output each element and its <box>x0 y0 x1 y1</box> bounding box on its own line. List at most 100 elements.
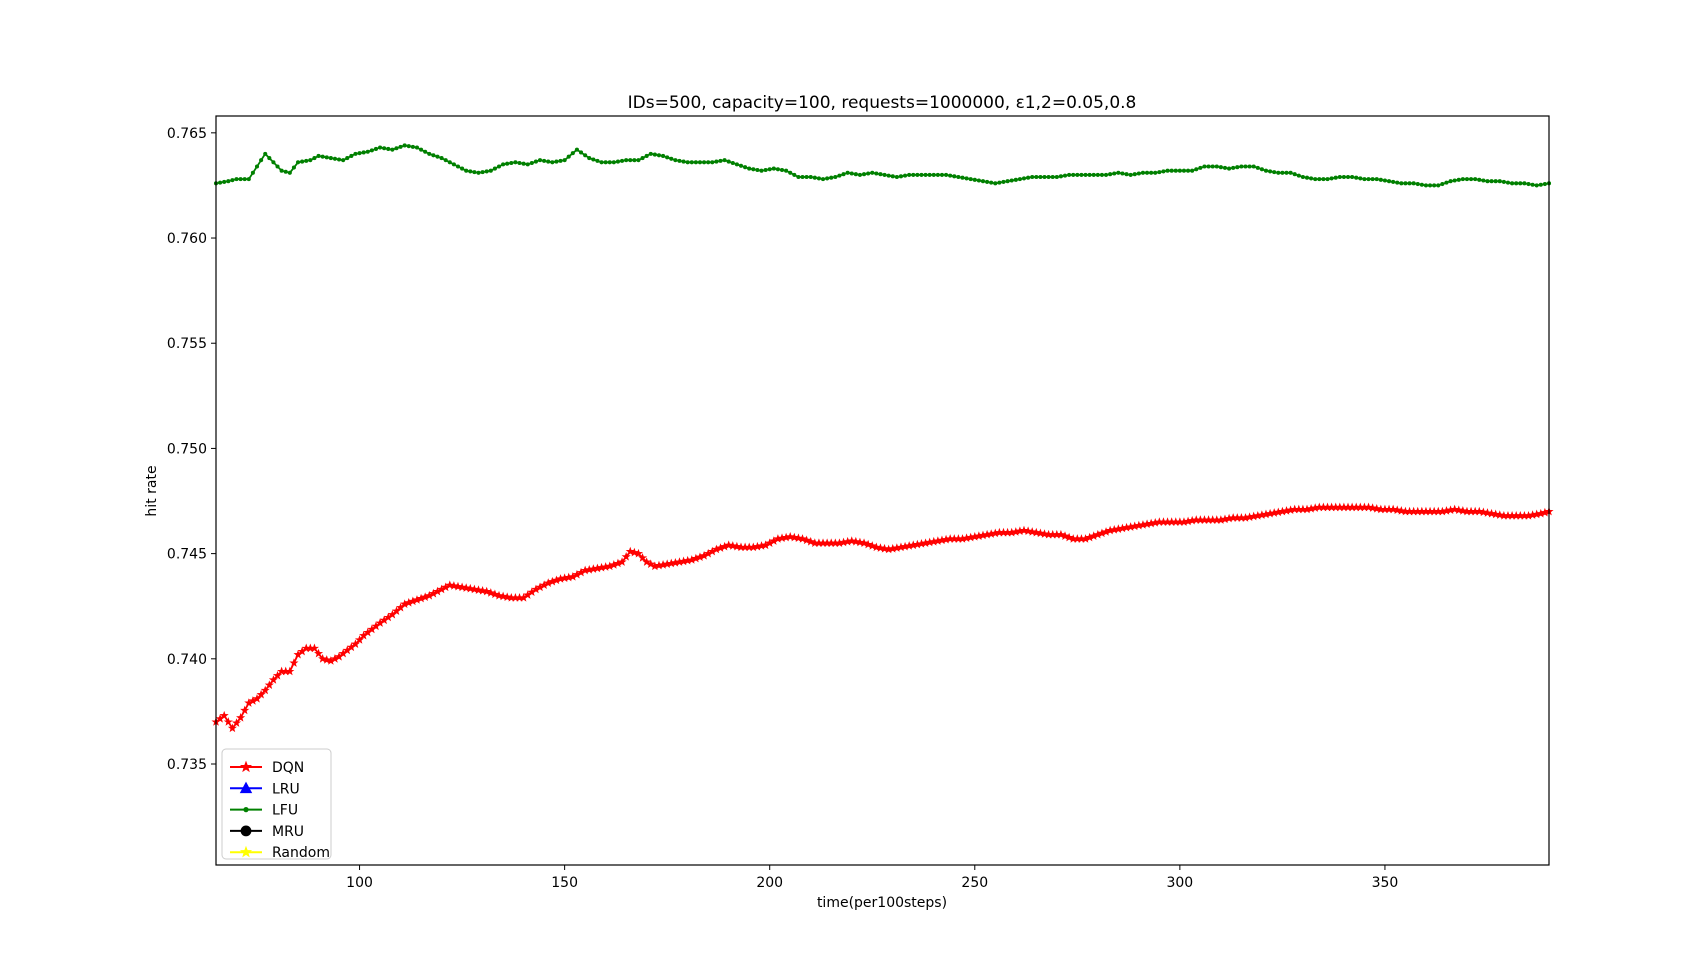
data-point-lfu <box>222 179 227 184</box>
data-point-dqn <box>473 585 484 594</box>
data-point-lfu <box>1510 181 1515 186</box>
data-point-lfu <box>287 170 292 175</box>
data-point-lfu <box>1108 172 1113 177</box>
data-point-lfu <box>279 168 284 173</box>
data-point-lfu <box>1473 177 1478 182</box>
data-point-lfu <box>853 172 858 177</box>
data-point-lfu <box>349 153 354 159</box>
data-point-lfu <box>603 160 608 165</box>
data-point-lfu <box>537 158 543 163</box>
data-point-lfu <box>566 154 571 159</box>
data-point-lfu <box>1161 169 1166 174</box>
data-point-dqn <box>1482 508 1493 517</box>
data-point-lfu <box>1116 170 1121 175</box>
data-point-dqn <box>1454 505 1464 515</box>
data-point-dqn <box>1363 502 1374 512</box>
data-point-lfu <box>931 172 936 177</box>
data-point-lfu <box>1440 181 1445 187</box>
data-point-lfu <box>554 159 559 164</box>
data-point-lfu <box>1058 174 1063 179</box>
data-point-lfu <box>1395 180 1400 185</box>
x-tick-label: 150 <box>551 875 578 891</box>
data-point-lfu <box>665 155 670 160</box>
data-point-lfu <box>972 177 977 182</box>
data-point-lfu <box>595 158 600 163</box>
data-point-lfu <box>669 156 674 161</box>
data-point-lfu <box>1333 175 1338 180</box>
data-point-lfu <box>1083 172 1088 177</box>
data-point-dqn <box>633 548 644 558</box>
data-point-dqn <box>621 551 631 561</box>
data-point-dqn <box>486 588 496 597</box>
data-point-lfu <box>357 151 362 156</box>
data-point-lfu <box>779 167 785 173</box>
data-point-lfu <box>521 161 526 166</box>
data-point-lfu <box>1001 179 1006 184</box>
data-point-lfu <box>480 170 485 175</box>
data-point-lfu <box>501 162 506 167</box>
data-point-lfu <box>361 150 366 155</box>
data-point-lfu <box>985 179 990 184</box>
data-point-lfu <box>1239 164 1244 169</box>
data-point-dqn <box>313 648 324 658</box>
data-point-lfu <box>406 144 411 149</box>
data-point-lfu <box>923 172 928 177</box>
data-point-lfu <box>1534 183 1539 188</box>
data-point-dqn <box>1031 527 1041 537</box>
data-point-lfu <box>427 151 432 156</box>
data-point-lfu <box>685 160 690 165</box>
data-point-lfu <box>862 172 867 177</box>
data-point-lfu <box>919 172 924 177</box>
data-point-lfu <box>1317 177 1322 182</box>
data-point-dqn <box>875 543 886 552</box>
data-point-lfu <box>870 170 875 175</box>
data-point-lfu <box>1288 170 1293 175</box>
data-point-lfu <box>345 156 350 161</box>
data-point-lfu <box>907 172 912 177</box>
data-point-lfu <box>398 144 403 149</box>
data-point-dqn <box>867 541 877 550</box>
data-point-lfu <box>1062 173 1068 178</box>
data-point-lfu <box>1038 174 1043 180</box>
data-point-lfu <box>681 159 686 164</box>
data-point-lfu <box>443 158 448 163</box>
data-point-lfu <box>1505 180 1511 185</box>
data-point-lfu <box>1411 181 1416 186</box>
data-point-dqn <box>285 666 295 676</box>
data-point-lfu <box>431 153 436 158</box>
data-point-lfu <box>1362 177 1367 182</box>
data-point-lfu <box>1112 171 1117 176</box>
data-point-lfu <box>1054 174 1059 180</box>
data-point-dqn <box>638 553 648 562</box>
data-point-dqn <box>1060 531 1070 540</box>
data-point-lfu <box>1341 174 1346 180</box>
data-point-lfu <box>1222 165 1228 170</box>
data-point-lfu <box>529 160 534 166</box>
data-point-lfu <box>874 171 879 176</box>
x-tick-label: 100 <box>346 875 373 891</box>
data-point-lfu <box>1460 177 1465 182</box>
data-point-dqn <box>355 635 365 644</box>
data-point-lfu <box>1358 176 1363 181</box>
data-point-dqn <box>252 694 262 703</box>
data-point-lfu <box>1526 181 1531 187</box>
data-point-lfu <box>414 145 420 150</box>
data-point-lfu <box>722 158 727 163</box>
data-point-lfu <box>1432 183 1437 188</box>
data-point-lfu <box>1140 170 1145 175</box>
data-point-lfu <box>1304 175 1310 180</box>
data-point-lfu <box>903 173 908 178</box>
data-point-lfu <box>525 162 530 167</box>
data-point-lfu <box>644 153 649 159</box>
data-point-lfu <box>1067 172 1072 177</box>
data-point-lfu <box>738 163 744 168</box>
data-point-lfu <box>976 178 981 183</box>
y-tick-label: 0.760 <box>167 231 207 247</box>
data-point-lfu <box>1005 179 1010 184</box>
data-point-dqn <box>1372 503 1382 513</box>
data-point-lfu <box>1272 170 1277 175</box>
data-point-lfu <box>291 165 296 170</box>
data-point-lfu <box>1198 165 1203 170</box>
data-point-lfu <box>1021 176 1027 181</box>
